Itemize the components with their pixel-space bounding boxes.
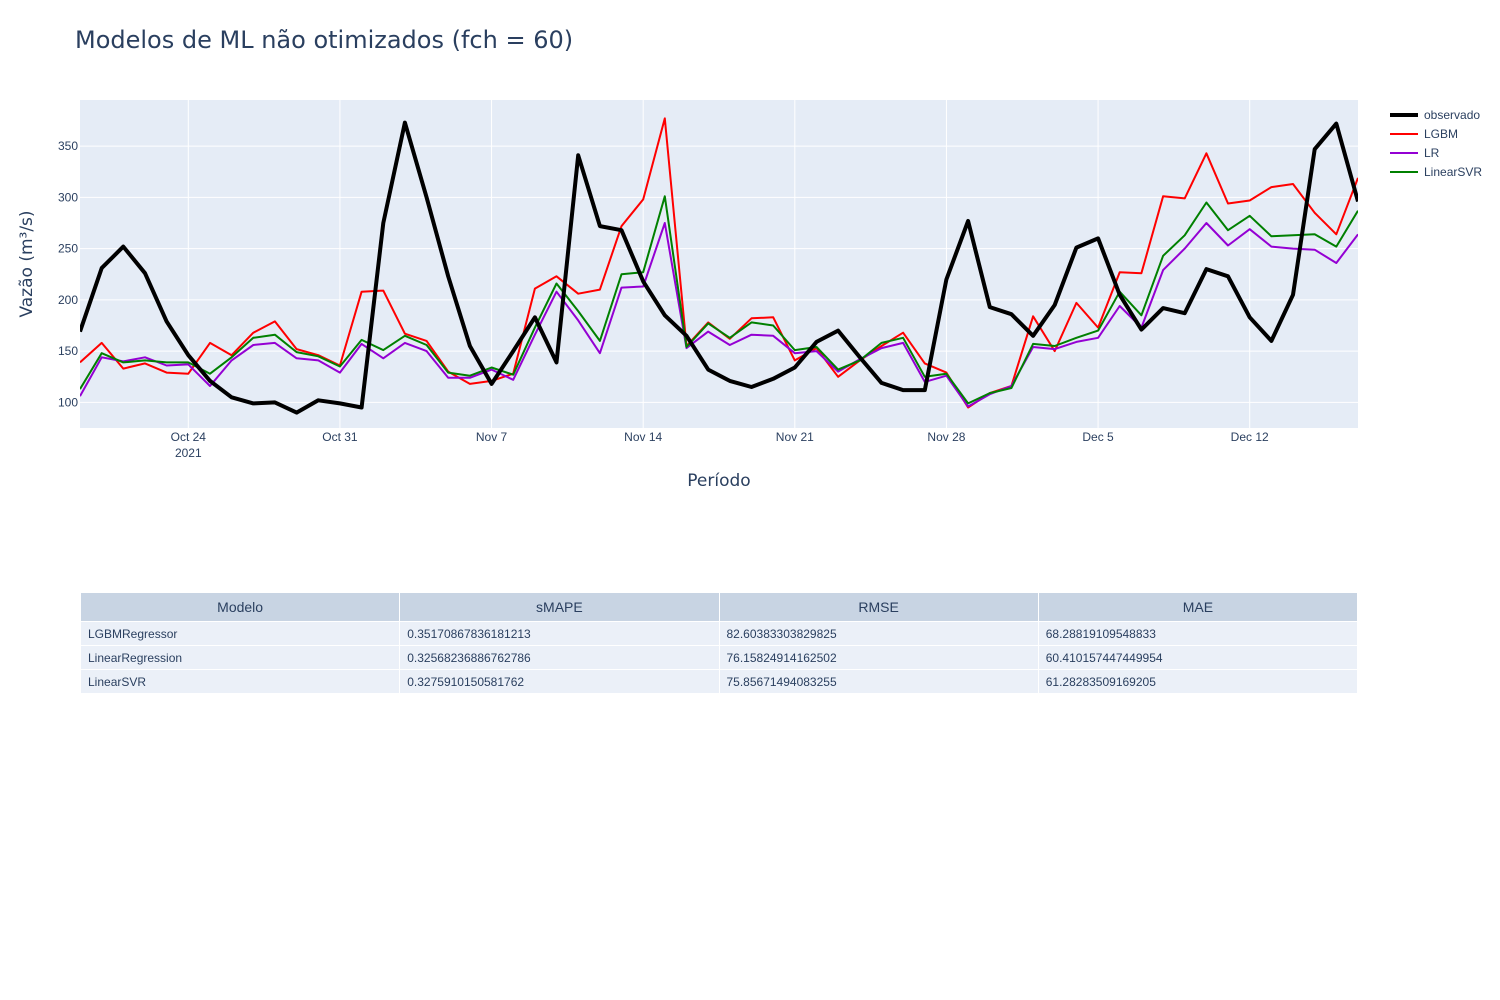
table-cell: 76.15824914162502 [718, 645, 1039, 670]
table-cell: 60.410157447449954 [1037, 645, 1359, 670]
table-cell: 75.85671494083255 [718, 669, 1039, 694]
x-tick-label: Dec 12 [1231, 430, 1269, 444]
y-tick-label: 200 [58, 293, 78, 307]
legend-label-observado: observado [1424, 108, 1480, 122]
chart-title: Modelos de ML não otimizados (fch = 60) [75, 26, 574, 54]
y-tick-label: 350 [58, 139, 78, 153]
table-cell: LinearRegression [79, 645, 401, 670]
x-tick-label: Oct 24 [171, 430, 207, 444]
x-axis-title: Período [687, 471, 750, 491]
y-tick-label: 300 [58, 190, 78, 204]
x-tick-label: Nov 14 [624, 430, 662, 444]
table-cell: 0.35170867836181213 [399, 621, 720, 646]
x-tick-label: Nov 28 [927, 430, 965, 444]
table-cell: 0.32568236886762786 [399, 645, 720, 670]
y-tick-label: 150 [58, 344, 78, 358]
series-line-observado [80, 120, 1358, 415]
table-header-row: Modelo sMAPE RMSE MAE [79, 592, 1359, 622]
y-tick-label: 100 [58, 395, 78, 409]
legend-label-lgbm: LGBM [1424, 127, 1458, 141]
header-rmse: RMSE [718, 592, 1039, 622]
table-cell: 82.60383303829825 [718, 621, 1039, 646]
header-smape: sMAPE [399, 592, 720, 622]
metrics-table: Modelo sMAPE RMSE MAE LGBMRegressor 0.35… [79, 592, 1359, 694]
legend: observado LGBM LR LinearSVR [1390, 108, 1482, 179]
table-cell: LGBMRegressor [79, 621, 401, 646]
x-tick-sublabel: 2021 [175, 446, 202, 460]
table-cell: 0.3275910150581762 [399, 669, 720, 694]
grid [80, 100, 1358, 428]
table-cell: 68.28819109548833 [1037, 621, 1359, 646]
legend-label-linearsvr: LinearSVR [1424, 165, 1482, 179]
header-mae: MAE [1037, 592, 1359, 622]
legend-label-lr: LR [1424, 146, 1440, 160]
series-line-linearsvr [80, 195, 1358, 405]
y-axis-ticks: 100 150 200 250 300 350 [58, 139, 78, 409]
line-chart: 100 150 200 250 300 350 Oct 24 2021 Oct 31 Nov 7… [17, 100, 1482, 491]
y-axis-title: Vazão (m³/s) [17, 210, 37, 317]
table-row: LGBMRegressor 0.35170867836181213 82.603… [79, 621, 1359, 646]
x-tick-label: Nov 7 [476, 430, 508, 444]
table-cell: LinearSVR [79, 669, 401, 694]
x-axis-ticks: Oct 24 2021 Oct 31 Nov 7 Nov 14 Nov 21 Nov 28 D… [171, 430, 1269, 460]
y-tick-label: 250 [58, 242, 78, 256]
series-layer [80, 117, 1358, 415]
header-modelo: Modelo [79, 592, 401, 622]
x-tick-label: Dec 5 [1082, 430, 1114, 444]
x-tick-label: Nov 21 [776, 430, 814, 444]
series-line-lr [80, 222, 1358, 408]
table-row: LinearSVR 0.3275910150581762 75.85671494… [79, 669, 1359, 694]
plot-area [80, 100, 1358, 428]
table-cell: 61.28283509169205 [1037, 669, 1359, 694]
x-tick-label: Oct 31 [322, 430, 358, 444]
table-row: LinearRegression 0.32568236886762786 76.… [79, 645, 1359, 670]
